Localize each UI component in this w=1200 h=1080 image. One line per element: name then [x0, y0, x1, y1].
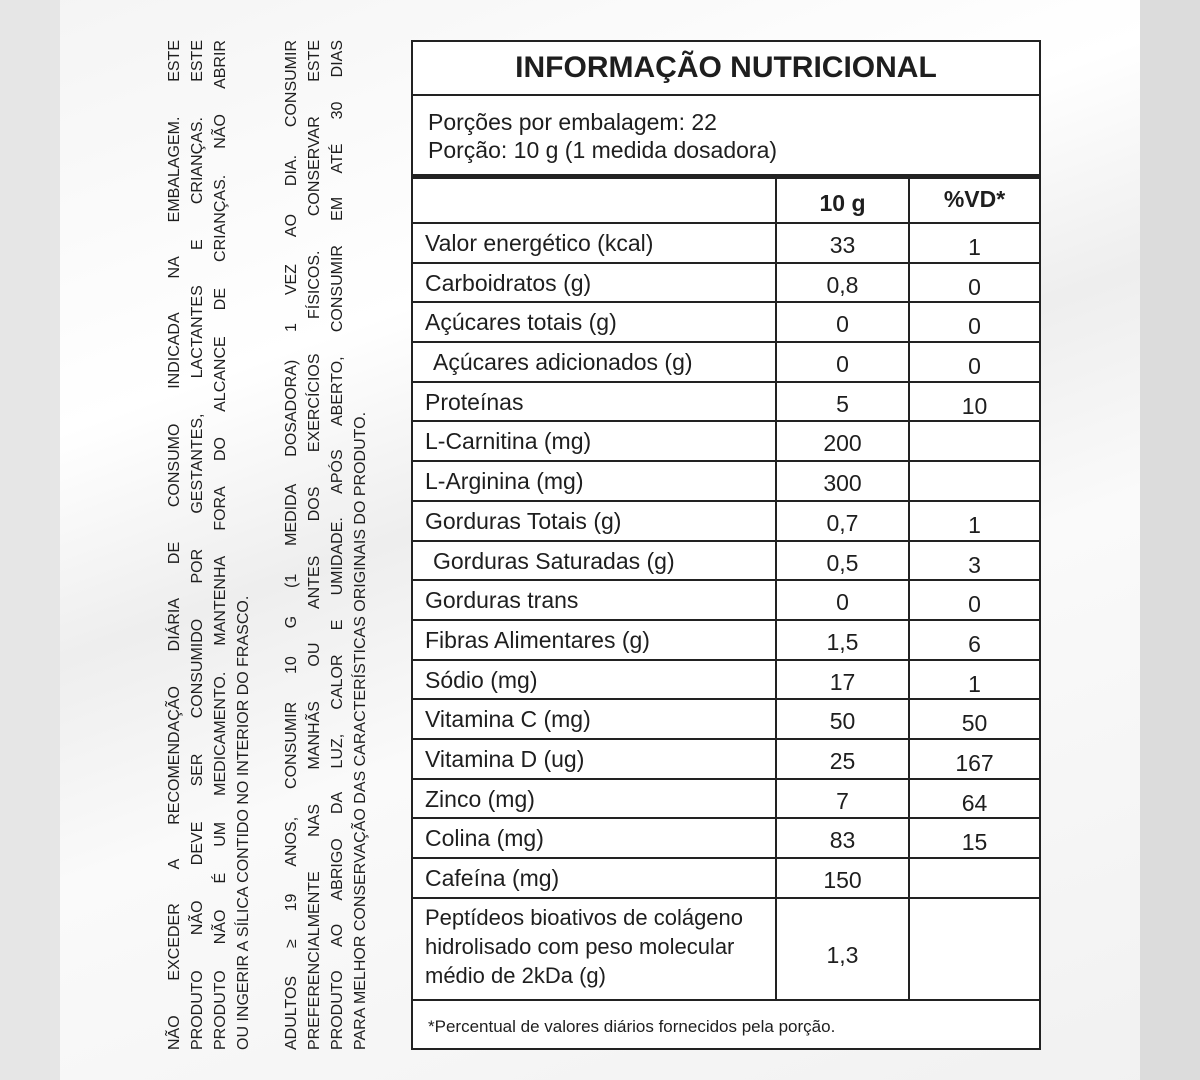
nutrient-name: L-Carnitina (mg) — [413, 422, 777, 461]
nutrition-table: INFORMAÇÃO NUTRICIONAL Porções por embal… — [411, 40, 1041, 1050]
table-title: INFORMAÇÃO NUTRICIONAL — [413, 42, 1039, 96]
header-amount: 10 g — [777, 179, 910, 222]
nutrient-dv: 0 — [968, 591, 981, 618]
nutrient-name: Fibras Alimentares (g) — [413, 620, 777, 659]
nutrient-amount: 1,5 — [777, 620, 910, 659]
nutrient-dv — [910, 859, 1039, 897]
nutrient-dv: 0 — [968, 353, 981, 380]
nutrient-amount: 7 — [777, 779, 910, 818]
nutrient-amount: 200 — [777, 422, 910, 461]
nutrient-amount: 0 — [777, 303, 910, 342]
nutrient-dv: 1 — [968, 511, 981, 538]
nutrient-dv: 1 — [968, 234, 981, 260]
table-row: L-Carnitina (mg) 200 — [413, 422, 1039, 463]
nutrient-amount: 0,8 — [777, 263, 910, 302]
portion-info: Porções por embalagem: 22 Porção: 10 g (… — [413, 96, 1039, 179]
table-row: Gorduras Saturadas (g) 0,5 3 — [413, 541, 1039, 582]
table-row: Colina (mg) 83 15 — [413, 819, 1039, 859]
nutrient-name: Peptídeos bioativos de colágeno hidrolis… — [413, 898, 777, 999]
nutrient-amount: 33 — [777, 224, 910, 262]
table-row: Vitamina D (ug) 25 167 — [413, 739, 1039, 780]
nutrient-amount: 1,3 — [777, 898, 910, 999]
nutrient-dv: 15 — [961, 829, 988, 856]
nutrient-name: Gorduras trans — [413, 581, 777, 619]
warning-line: PRODUTO NÃO É UM MEDICAMENTO. MANTENHA F… — [212, 40, 229, 1050]
warning-text-block: NÃO EXCEDER A RECOMENDAÇÃO DIÁRIA DE CON… — [163, 40, 255, 1050]
usage-line: ADULTOS ≥ 19 ANOS, CONSUMIR 10 G (1 MEDI… — [283, 40, 300, 1050]
warning-line: NÃO EXCEDER A RECOMENDAÇÃO DIÁRIA DE CON… — [166, 40, 183, 1050]
nutrient-dv — [910, 462, 1039, 500]
nutrient-amount: 150 — [777, 859, 910, 897]
nutrient-name: Cafeína (mg) — [413, 859, 777, 897]
nutrient-name: Valor energético (kcal) — [413, 224, 777, 262]
nutrient-name: Açúcares totais (g) — [413, 303, 777, 342]
table-row: Sódio (mg) 17 1 — [413, 660, 1039, 701]
servings-per-package: Porções por embalagem: 22 — [428, 109, 717, 135]
nutrient-amount: 0 — [777, 581, 910, 619]
usage-text-block: ADULTOS ≥ 19 ANOS, CONSUMIR 10 G (1 MEDI… — [280, 40, 372, 1050]
table-row: Peptídeos bioativos de colágeno hidrolis… — [413, 898, 1039, 1001]
nutrient-dv: 0 — [968, 313, 981, 340]
usage-line: PREFERENCIALMENTE NAS MANHÃS OU ANTES DO… — [306, 40, 323, 1050]
table-header: 10 g %VD* — [413, 179, 1039, 224]
table-row: Vitamina C (mg) 50 50 — [413, 700, 1039, 740]
table-row: Proteínas 5 10 — [413, 382, 1039, 423]
table-row: Carboidratos (g) 0,8 0 — [413, 263, 1039, 304]
background-right-strip — [1140, 0, 1200, 1080]
nutrient-amount: 50 — [777, 700, 910, 738]
table-row: Cafeína (mg) 150 — [413, 859, 1039, 899]
nutrient-name: Gorduras Saturadas (g) — [413, 541, 777, 580]
warning-line: PRODUTO NÃO DEVE SER CONSUMIDO POR GESTA… — [189, 40, 206, 1050]
nutrient-name: Carboidratos (g) — [413, 263, 777, 302]
usage-line: PARA MELHOR CONSERVAÇÃO DAS CARACTERÍSTI… — [352, 411, 369, 1050]
nutrient-amount: 0 — [777, 343, 910, 381]
nutrient-name: Vitamina D (ug) — [413, 739, 777, 778]
table-row: Zinco (mg) 7 64 — [413, 779, 1039, 820]
nutrient-dv: 3 — [968, 551, 981, 578]
nutrient-amount: 0,7 — [777, 501, 910, 540]
table-row: L-Arginina (mg) 300 — [413, 462, 1039, 502]
nutrient-dv: 0 — [968, 273, 981, 300]
usage-line: PRODUTO AO ABRIGO DA LUZ, CALOR E UMIDAD… — [329, 40, 346, 1050]
nutrient-amount: 25 — [777, 739, 910, 778]
nutrient-amount: 300 — [777, 462, 910, 500]
nutrient-name: Gorduras Totais (g) — [413, 501, 777, 540]
table-row: Açúcares totais (g) 0 0 — [413, 303, 1039, 344]
nutrient-dv: 50 — [961, 710, 988, 737]
footnote: *Percentual de valores diários fornecido… — [428, 1016, 836, 1036]
nutrient-name: Açúcares adicionados (g) — [413, 343, 777, 381]
nutrient-amount: 5 — [777, 382, 910, 421]
nutrient-name: Sódio (mg) — [413, 660, 777, 699]
nutrient-name: Proteínas — [413, 382, 777, 421]
nutrient-amount: 0,5 — [777, 541, 910, 580]
nutrient-dv: 10 — [961, 392, 988, 419]
nutrient-amount: 83 — [777, 819, 910, 857]
table-row: Gorduras Totais (g) 0,7 1 — [413, 501, 1039, 542]
table-row: Valor energético (kcal) 33 1 — [413, 224, 1039, 264]
nutrient-amount: 17 — [777, 660, 910, 699]
table-row: Fibras Alimentares (g) 1,5 6 — [413, 620, 1039, 661]
nutrient-dv: 64 — [961, 789, 988, 816]
nutrient-name: Zinco (mg) — [413, 779, 777, 818]
nutrient-dv: 1 — [968, 670, 981, 697]
background-left-strip — [0, 0, 60, 1080]
warning-line: OU INGERIR A SÍLICA CONTIDO NO INTERIOR … — [235, 595, 252, 1050]
portion-size: Porção: 10 g (1 medida dosadora) — [428, 137, 778, 163]
nutrient-dv: 6 — [968, 630, 981, 657]
nutrient-dv: 167 — [955, 749, 994, 776]
nutrient-dv — [910, 899, 1039, 999]
header-nutrient — [413, 179, 777, 222]
nutrient-name: Vitamina C (mg) — [413, 700, 777, 738]
nutrient-dv — [910, 422, 1039, 460]
header-dv: %VD* — [943, 186, 1006, 212]
table-row: Açúcares adicionados (g) 0 0 — [413, 343, 1039, 383]
nutrient-name: Colina (mg) — [413, 819, 777, 857]
table-row: Gorduras trans 0 0 — [413, 581, 1039, 621]
nutrient-name: L-Arginina (mg) — [413, 462, 777, 500]
